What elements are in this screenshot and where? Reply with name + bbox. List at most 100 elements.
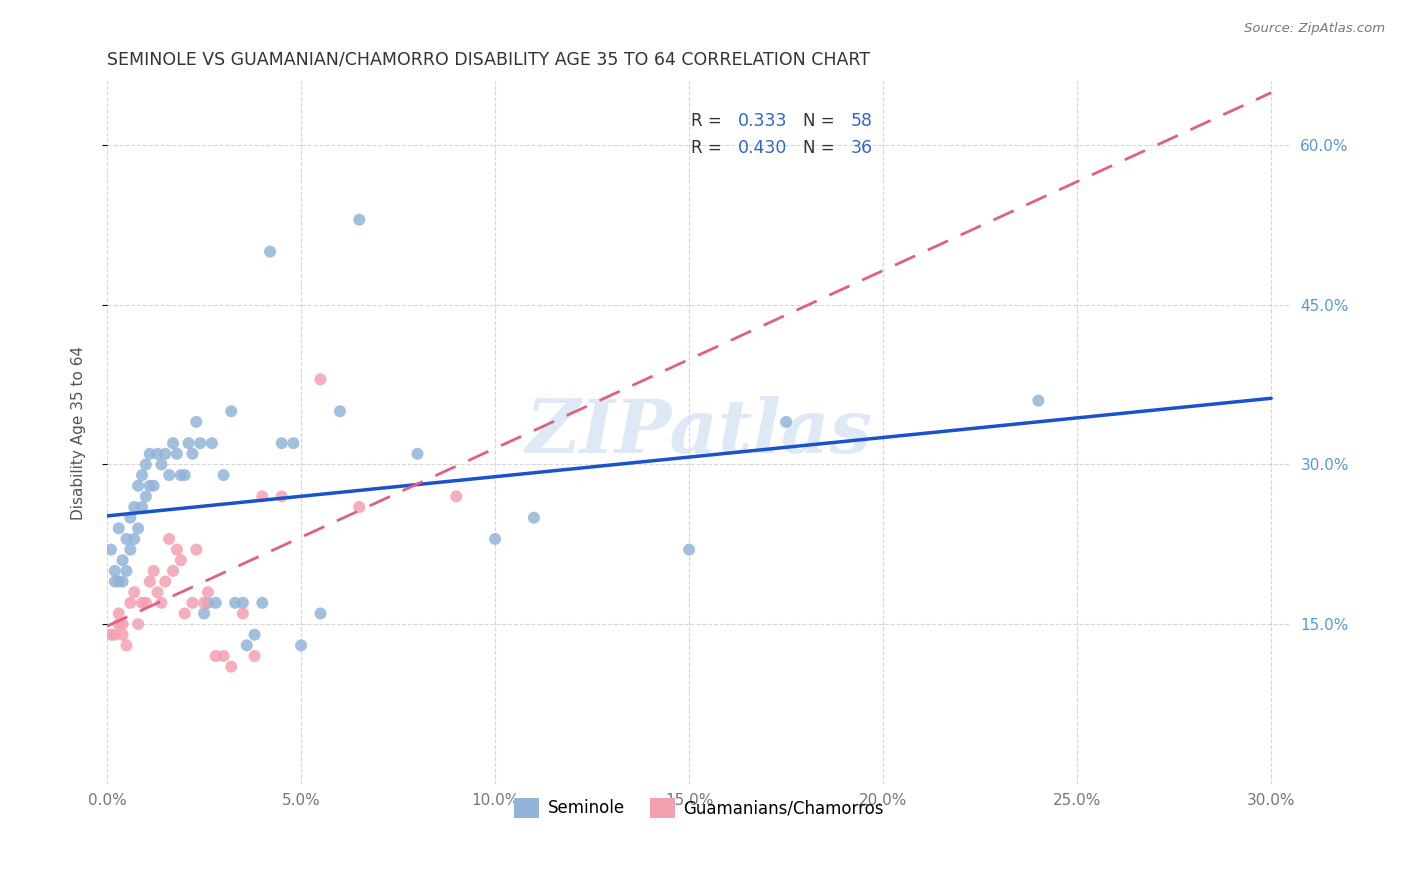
Guamanians/Chamorros — [446, 489, 468, 503]
Text: 36: 36 — [851, 139, 873, 157]
Guamanians/Chamorros — [162, 564, 184, 578]
Seminole — [170, 468, 193, 483]
Seminole — [329, 404, 352, 418]
Seminole — [219, 404, 242, 418]
Seminole — [197, 596, 219, 610]
Guamanians/Chamorros — [120, 596, 142, 610]
Guamanians/Chamorros — [142, 564, 165, 578]
Guamanians/Chamorros — [111, 628, 134, 642]
Seminole — [139, 447, 162, 461]
Seminole — [188, 436, 211, 450]
Guamanians/Chamorros — [186, 542, 208, 557]
Text: N =: N = — [803, 139, 839, 157]
Seminole — [122, 532, 145, 546]
Y-axis label: Disability Age 35 to 64: Disability Age 35 to 64 — [72, 345, 86, 520]
Seminole — [111, 574, 134, 589]
Seminole — [523, 510, 546, 524]
Seminole — [290, 639, 312, 653]
Guamanians/Chamorros — [111, 617, 134, 632]
Guamanians/Chamorros — [309, 372, 332, 386]
Guamanians/Chamorros — [270, 489, 292, 503]
Seminole — [142, 479, 165, 493]
Seminole — [131, 468, 153, 483]
Seminole — [127, 521, 149, 535]
Seminole — [115, 564, 138, 578]
Seminole — [150, 458, 173, 472]
Guamanians/Chamorros — [173, 607, 195, 621]
Guamanians/Chamorros — [204, 648, 226, 663]
Seminole — [181, 447, 204, 461]
Seminole — [349, 212, 371, 227]
Guamanians/Chamorros — [104, 628, 127, 642]
Seminole — [270, 436, 292, 450]
Seminole — [201, 436, 224, 450]
Seminole — [193, 607, 215, 621]
Seminole — [1028, 393, 1050, 408]
Guamanians/Chamorros — [212, 648, 235, 663]
Seminole — [146, 447, 169, 461]
Seminole — [107, 574, 129, 589]
Seminole — [177, 436, 200, 450]
Seminole — [120, 542, 142, 557]
Guamanians/Chamorros — [181, 596, 204, 610]
Seminole — [252, 596, 274, 610]
Seminole — [107, 521, 129, 535]
Seminole — [212, 468, 235, 483]
Seminole — [111, 553, 134, 567]
Seminole — [678, 542, 700, 557]
Seminole — [131, 500, 153, 514]
Guamanians/Chamorros — [252, 489, 274, 503]
Text: SEMINOLE VS GUAMANIAN/CHAMORRO DISABILITY AGE 35 TO 64 CORRELATION CHART: SEMINOLE VS GUAMANIAN/CHAMORRO DISABILIT… — [107, 51, 870, 69]
Guamanians/Chamorros — [150, 596, 173, 610]
Seminole — [309, 607, 332, 621]
Seminole — [157, 468, 180, 483]
Guamanians/Chamorros — [115, 639, 138, 653]
Seminole — [104, 574, 127, 589]
Legend: Seminole, Guamanians/Chamorros: Seminole, Guamanians/Chamorros — [508, 791, 890, 824]
Text: R =: R = — [690, 112, 727, 129]
Text: 0.430: 0.430 — [738, 139, 787, 157]
Guamanians/Chamorros — [135, 596, 157, 610]
Guamanians/Chamorros — [146, 585, 169, 599]
Seminole — [139, 479, 162, 493]
Seminole — [120, 510, 142, 524]
Text: R =: R = — [690, 139, 727, 157]
Guamanians/Chamorros — [139, 574, 162, 589]
Seminole — [775, 415, 797, 429]
Seminole — [135, 489, 157, 503]
Guamanians/Chamorros — [232, 607, 254, 621]
Guamanians/Chamorros — [349, 500, 371, 514]
Guamanians/Chamorros — [100, 628, 122, 642]
Seminole — [232, 596, 254, 610]
Seminole — [173, 468, 195, 483]
Guamanians/Chamorros — [107, 607, 129, 621]
Seminole — [162, 436, 184, 450]
Seminole — [186, 415, 208, 429]
Seminole — [224, 596, 246, 610]
Guamanians/Chamorros — [127, 617, 149, 632]
Seminole — [115, 532, 138, 546]
Guamanians/Chamorros — [243, 648, 266, 663]
Guamanians/Chamorros — [166, 542, 188, 557]
Seminole — [104, 564, 127, 578]
Seminole — [122, 500, 145, 514]
Seminole — [283, 436, 305, 450]
Guamanians/Chamorros — [197, 585, 219, 599]
Guamanians/Chamorros — [193, 596, 215, 610]
Guamanians/Chamorros — [107, 617, 129, 632]
Seminole — [204, 596, 226, 610]
Seminole — [236, 639, 259, 653]
Seminole — [243, 628, 266, 642]
Text: N =: N = — [803, 112, 839, 129]
Seminole — [259, 244, 281, 259]
Seminole — [127, 479, 149, 493]
Guamanians/Chamorros — [157, 532, 180, 546]
Seminole — [135, 458, 157, 472]
Guamanians/Chamorros — [219, 659, 242, 673]
Guamanians/Chamorros — [122, 585, 145, 599]
Seminole — [166, 447, 188, 461]
Text: 58: 58 — [851, 112, 872, 129]
Text: Source: ZipAtlas.com: Source: ZipAtlas.com — [1244, 22, 1385, 36]
Seminole — [100, 542, 122, 557]
Text: 0.333: 0.333 — [738, 112, 787, 129]
